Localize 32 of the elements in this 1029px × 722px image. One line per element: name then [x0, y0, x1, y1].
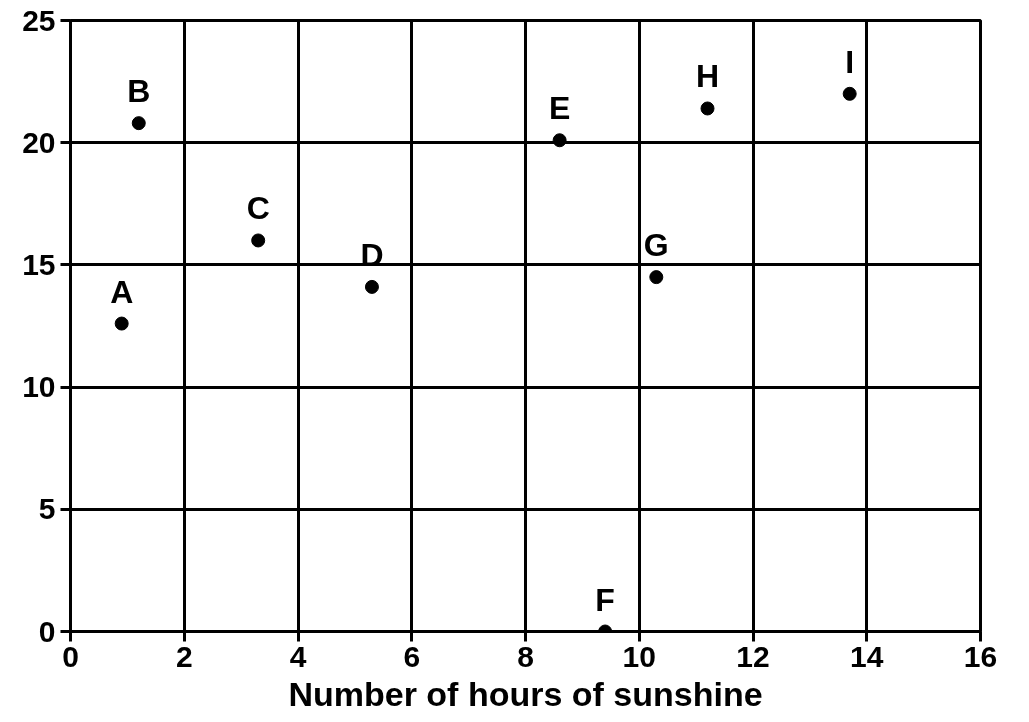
x-axis-title: Number of hours of sunshine — [288, 674, 763, 713]
point — [364, 279, 379, 294]
point — [700, 101, 715, 116]
x-tick-label: 16 — [963, 639, 998, 673]
y-tick-label: 20 — [22, 125, 56, 159]
annotation: G — [643, 227, 669, 264]
x-tick-label: 12 — [736, 639, 770, 673]
y-tick-label: 15 — [22, 247, 56, 281]
annotation: I — [845, 43, 855, 80]
annotation: E — [548, 90, 571, 127]
x-tick-label: 0 — [62, 639, 79, 673]
y-tick-label: 5 — [38, 492, 56, 526]
point — [842, 86, 857, 101]
x-tick-label: 2 — [175, 639, 193, 673]
x-tick-label: 10 — [622, 639, 656, 673]
y-tick-label: 10 — [22, 370, 56, 404]
annotation: H — [695, 58, 720, 95]
x-tick-label: 4 — [289, 639, 307, 673]
x-tick-label: 14 — [850, 639, 884, 673]
y-tick-label: 25 — [22, 3, 56, 37]
y-tick-label: 0 — [38, 614, 56, 648]
point — [251, 233, 266, 248]
point — [131, 116, 146, 131]
x-tick-label: 6 — [403, 639, 421, 673]
annotation: F — [595, 581, 615, 618]
point — [114, 316, 129, 331]
annotation: C — [246, 190, 270, 227]
point — [649, 270, 664, 285]
x-tick-label: 8 — [517, 639, 534, 673]
point — [552, 133, 567, 148]
annotation: B — [127, 73, 151, 110]
annotation: A — [110, 273, 134, 310]
